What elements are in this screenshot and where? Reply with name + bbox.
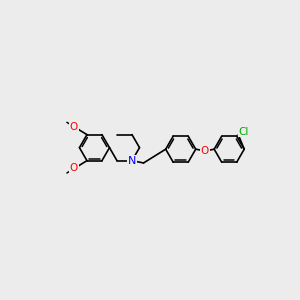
Text: O: O [201, 146, 209, 156]
Text: O: O [70, 122, 78, 132]
Text: O: O [70, 164, 78, 173]
Text: Cl: Cl [238, 127, 249, 136]
Text: N: N [128, 156, 136, 166]
